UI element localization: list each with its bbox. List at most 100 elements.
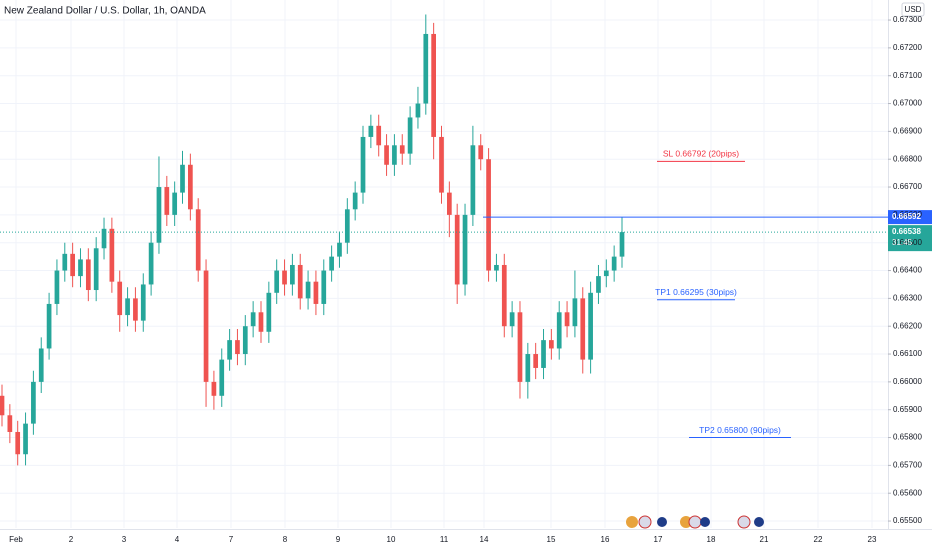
candle-body bbox=[580, 298, 586, 360]
candle-body bbox=[533, 354, 539, 368]
candle-body bbox=[266, 292, 272, 332]
x-tick-label: 18 bbox=[707, 535, 716, 544]
y-tick-label: 0.65600 bbox=[893, 488, 922, 497]
candle-body bbox=[78, 259, 83, 277]
last-price-box bbox=[888, 225, 932, 252]
countdown: 31:45 bbox=[892, 238, 913, 247]
candle-body bbox=[156, 187, 162, 243]
x-tick-label: 4 bbox=[175, 535, 180, 544]
candle-body bbox=[62, 253, 68, 271]
candle-body bbox=[0, 395, 5, 416]
candle-body bbox=[525, 354, 531, 382]
x-tick-label: 21 bbox=[760, 535, 769, 544]
y-tick-label: 0.66700 bbox=[893, 182, 922, 191]
annotation-text: SL 0.66792 (20pips) bbox=[663, 149, 739, 159]
candle-body bbox=[376, 125, 382, 146]
candle-body bbox=[541, 340, 546, 368]
candle-body bbox=[446, 192, 452, 215]
candle-body bbox=[431, 33, 436, 137]
candle-body bbox=[572, 298, 578, 327]
candle-body bbox=[148, 242, 154, 285]
candle-body bbox=[478, 145, 484, 160]
annotation-text: TP1 0.66295 (30pips) bbox=[655, 287, 737, 297]
candle-body bbox=[282, 270, 287, 285]
candle-body bbox=[368, 125, 374, 137]
x-tick-label: 3 bbox=[122, 535, 127, 544]
candle-body bbox=[180, 164, 185, 193]
y-tick-label: 0.66900 bbox=[893, 126, 922, 135]
x-tick-label: 17 bbox=[654, 535, 663, 544]
candle-body bbox=[242, 326, 248, 355]
candle-body bbox=[486, 159, 491, 271]
candle-body bbox=[211, 381, 217, 396]
candle-body bbox=[313, 281, 319, 304]
candle-body bbox=[556, 312, 562, 349]
candle-body bbox=[235, 340, 240, 355]
y-tick-label: 0.65900 bbox=[893, 405, 922, 414]
candle-body bbox=[564, 312, 570, 327]
candle-body bbox=[407, 117, 413, 154]
grid bbox=[0, 0, 891, 528]
y-tick-label: 0.66500 bbox=[893, 238, 922, 247]
y-tick-label: 0.66600 bbox=[893, 210, 922, 219]
candle-body bbox=[258, 312, 264, 332]
y-tick-label: 0.65800 bbox=[893, 433, 922, 442]
candle-body bbox=[195, 209, 201, 271]
candle-body bbox=[23, 423, 28, 455]
candle-body bbox=[392, 145, 397, 165]
y-tick-label: 0.67000 bbox=[893, 99, 922, 108]
y-tick-label: 0.66200 bbox=[893, 321, 922, 330]
y-tick-label: 0.67300 bbox=[893, 15, 922, 24]
entry-label: 0.66592 bbox=[892, 212, 921, 221]
x-tick-label: 8 bbox=[283, 535, 288, 544]
x-tick-label: 10 bbox=[387, 535, 396, 544]
candle-body bbox=[611, 256, 617, 271]
candle-body bbox=[344, 209, 350, 243]
event-icons bbox=[626, 515, 764, 529]
y-tick-label: 0.67100 bbox=[893, 71, 922, 80]
candle-body bbox=[219, 359, 225, 396]
candle-body bbox=[274, 270, 280, 293]
candle-body bbox=[399, 145, 405, 154]
candle-body bbox=[494, 264, 499, 271]
x-tick-label: Feb bbox=[9, 535, 23, 544]
candle-body bbox=[549, 340, 554, 349]
y-tick-label: 0.66400 bbox=[893, 266, 922, 275]
candle-body bbox=[596, 276, 601, 293]
y-tick-label: 0.66100 bbox=[893, 349, 922, 358]
x-tick-label: 22 bbox=[814, 535, 823, 544]
candle-body bbox=[54, 270, 60, 304]
candle-body bbox=[470, 145, 476, 215]
y-tick-label: 0.66000 bbox=[893, 377, 922, 386]
candle-body bbox=[329, 256, 334, 271]
candle-body bbox=[384, 145, 389, 165]
candle-body bbox=[38, 348, 44, 382]
candle-body bbox=[7, 415, 13, 432]
event-icon bbox=[688, 515, 702, 529]
candle-body bbox=[509, 312, 515, 327]
candle-body bbox=[227, 340, 232, 360]
candle-body bbox=[85, 259, 91, 291]
x-tick-label: 14 bbox=[480, 535, 489, 544]
candle-body bbox=[125, 298, 130, 316]
candle-body bbox=[462, 214, 468, 285]
candle-body bbox=[603, 270, 609, 277]
candle-body bbox=[140, 284, 146, 321]
event-icon bbox=[737, 515, 751, 529]
y-tick-label: 0.65500 bbox=[893, 516, 922, 525]
x-tick-label: 15 bbox=[547, 535, 556, 544]
last-price-label: 0.66538 bbox=[892, 227, 921, 236]
candle-body bbox=[203, 270, 209, 382]
candle-body bbox=[290, 264, 295, 285]
event-icon bbox=[754, 517, 764, 527]
candle-body bbox=[588, 292, 593, 360]
candle-body bbox=[70, 253, 75, 277]
candle-body bbox=[117, 281, 123, 316]
candle-body bbox=[15, 431, 21, 455]
candle-body bbox=[337, 242, 342, 257]
candle-body bbox=[172, 192, 178, 215]
y-tick-label: 0.66300 bbox=[893, 293, 922, 302]
candle-body bbox=[423, 33, 429, 104]
x-tick-label: 9 bbox=[336, 535, 341, 544]
